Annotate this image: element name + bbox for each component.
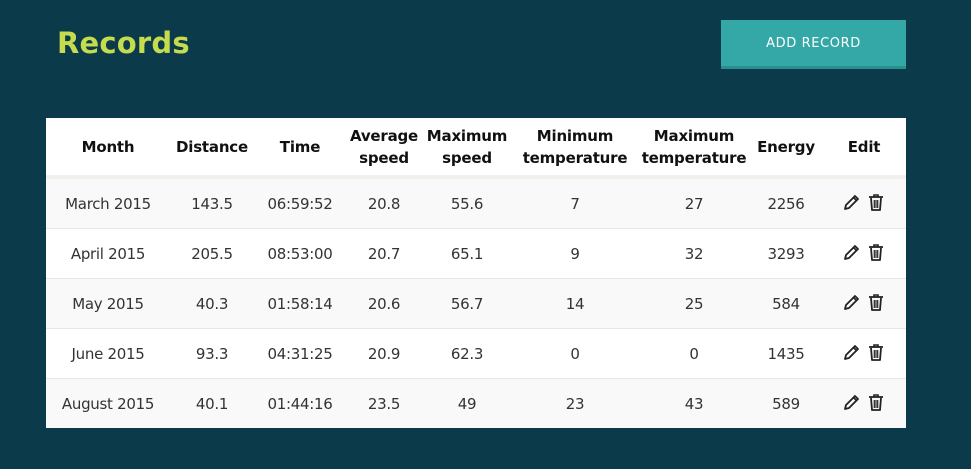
cell-distance: 40.1 [170, 378, 254, 428]
cell-distance: 205.5 [170, 228, 254, 279]
pencil-icon[interactable] [842, 242, 862, 262]
cell-energy: 3293 [750, 228, 822, 279]
table-row: May 2015 40.3 01:58:14 20.6 56.7 14 25 584 [46, 278, 906, 329]
cell-time: 01:44:16 [254, 378, 346, 428]
cell-maximum-speed: 65.1 [422, 228, 512, 279]
add-record-button[interactable]: ADD RECORD [721, 20, 906, 69]
cell-month: March 2015 [46, 177, 170, 229]
cell-distance: 40.3 [170, 278, 254, 329]
cell-maximum-temperature: 25 [638, 278, 750, 329]
trash-icon[interactable] [866, 292, 886, 312]
cell-time: 08:53:00 [254, 228, 346, 279]
cell-time: 01:58:14 [254, 278, 346, 329]
trash-icon[interactable] [866, 342, 886, 362]
cell-average-speed: 20.6 [346, 278, 422, 329]
records-table-body: March 2015 143.5 06:59:52 20.8 55.6 7 27 2256 Ap… [46, 177, 906, 428]
column-header-distance: Distance [170, 118, 254, 179]
trash-icon[interactable] [866, 192, 886, 212]
column-header-maximum-temperature: Maximum temperature [638, 118, 750, 179]
column-header-edit: Edit [822, 118, 906, 179]
cell-minimum-temperature: 14 [512, 278, 638, 329]
column-header-month: Month [46, 118, 170, 179]
cell-edit-actions [822, 378, 906, 428]
cell-minimum-temperature: 9 [512, 228, 638, 279]
table-row: August 2015 40.1 01:44:16 23.5 49 23 43 589 [46, 378, 906, 428]
cell-distance: 93.3 [170, 328, 254, 379]
column-header-maximum-speed: Maximum speed [422, 118, 512, 179]
records-table: Month Distance Time Average speed Maximu… [46, 118, 906, 428]
cell-average-speed: 20.9 [346, 328, 422, 379]
cell-minimum-temperature: 23 [512, 378, 638, 428]
cell-maximum-temperature: 43 [638, 378, 750, 428]
cell-edit-actions [822, 278, 906, 329]
trash-icon[interactable] [866, 392, 886, 412]
cell-maximum-speed: 55.6 [422, 177, 512, 229]
cell-maximum-temperature: 0 [638, 328, 750, 379]
cell-month: August 2015 [46, 378, 170, 428]
cell-edit-actions [822, 228, 906, 279]
cell-energy: 589 [750, 378, 822, 428]
cell-time: 06:59:52 [254, 177, 346, 229]
cell-energy: 584 [750, 278, 822, 329]
column-header-energy: Energy [750, 118, 822, 179]
column-header-average-speed: Average speed [346, 118, 422, 179]
cell-time: 04:31:25 [254, 328, 346, 379]
cell-minimum-temperature: 0 [512, 328, 638, 379]
table-header-row: Month Distance Time Average speed Maximu… [46, 118, 906, 179]
cell-average-speed: 20.7 [346, 228, 422, 279]
column-header-minimum-temperature: Minimum temperature [512, 118, 638, 179]
cell-edit-actions [822, 177, 906, 229]
cell-maximum-speed: 62.3 [422, 328, 512, 379]
trash-icon[interactable] [866, 242, 886, 262]
table-row: March 2015 143.5 06:59:52 20.8 55.6 7 27 2256 [46, 177, 906, 229]
pencil-icon[interactable] [842, 342, 862, 362]
cell-month: April 2015 [46, 228, 170, 279]
records-table-container: Month Distance Time Average speed Maximu… [46, 118, 906, 428]
cell-maximum-temperature: 27 [638, 177, 750, 229]
column-header-time: Time [254, 118, 346, 179]
cell-average-speed: 20.8 [346, 177, 422, 229]
cell-maximum-temperature: 32 [638, 228, 750, 279]
cell-month: June 2015 [46, 328, 170, 379]
cell-month: May 2015 [46, 278, 170, 329]
cell-edit-actions [822, 328, 906, 379]
cell-energy: 2256 [750, 177, 822, 229]
table-row: June 2015 93.3 04:31:25 20.9 62.3 0 0 1435 [46, 328, 906, 379]
cell-distance: 143.5 [170, 177, 254, 229]
cell-energy: 1435 [750, 328, 822, 379]
page-title: Records [57, 26, 190, 60]
pencil-icon[interactable] [842, 292, 862, 312]
table-row: April 2015 205.5 08:53:00 20.7 65.1 9 32 3293 [46, 228, 906, 279]
cell-average-speed: 23.5 [346, 378, 422, 428]
pencil-icon[interactable] [842, 192, 862, 212]
pencil-icon[interactable] [842, 392, 862, 412]
cell-maximum-speed: 49 [422, 378, 512, 428]
cell-maximum-speed: 56.7 [422, 278, 512, 329]
cell-minimum-temperature: 7 [512, 177, 638, 229]
